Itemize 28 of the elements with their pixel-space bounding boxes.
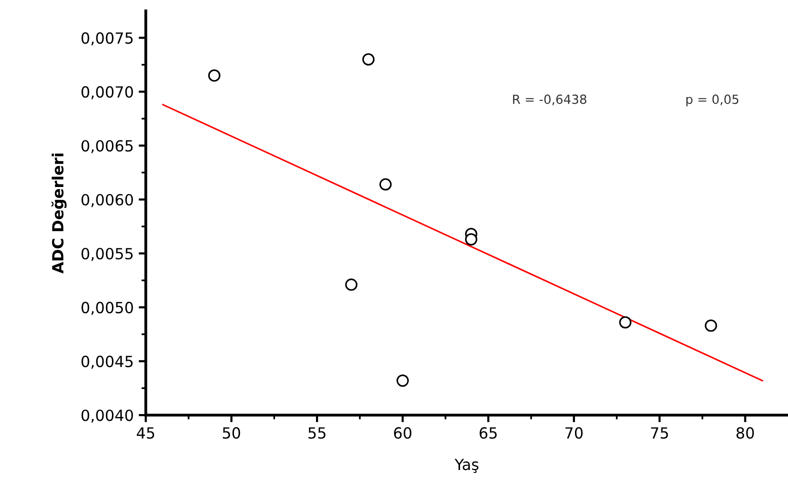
point — [619, 316, 632, 329]
x-axis-title: Yaş — [454, 458, 478, 473]
y-tick-label: 0,0050 — [82, 302, 133, 315]
x-tick-label: 55 — [308, 427, 326, 439]
point — [208, 69, 220, 82]
x-tick-label: 45 — [136, 427, 154, 439]
x-tick-label: 60 — [394, 427, 412, 439]
annotation: R = -0,6438 — [513, 94, 586, 106]
y-tick-label: 0,0070 — [82, 86, 133, 100]
y-axis-title: ADC Değerleri — [51, 154, 67, 274]
point — [396, 374, 409, 387]
x-tick-label: 80 — [736, 427, 754, 439]
point — [345, 278, 358, 291]
y-tick-label: 0,0075 — [82, 32, 133, 46]
point — [379, 178, 392, 191]
y-tick-label: 0,0045 — [82, 356, 133, 369]
y-tick-label: 0,0060 — [82, 194, 133, 208]
x-tick-label: 70 — [565, 427, 583, 439]
y-tick-label: 0,0055 — [82, 248, 133, 261]
point — [465, 233, 478, 246]
x-tick-label: 75 — [651, 427, 668, 439]
x-tick-label: 50 — [222, 427, 240, 439]
point — [362, 53, 375, 66]
y-tick-label: 0,0040 — [82, 410, 133, 423]
y-tick-label: 0,0065 — [82, 140, 133, 154]
point — [704, 319, 718, 332]
annotation: p = 0,05 — [686, 94, 738, 106]
x-tick-label: 65 — [480, 427, 497, 439]
